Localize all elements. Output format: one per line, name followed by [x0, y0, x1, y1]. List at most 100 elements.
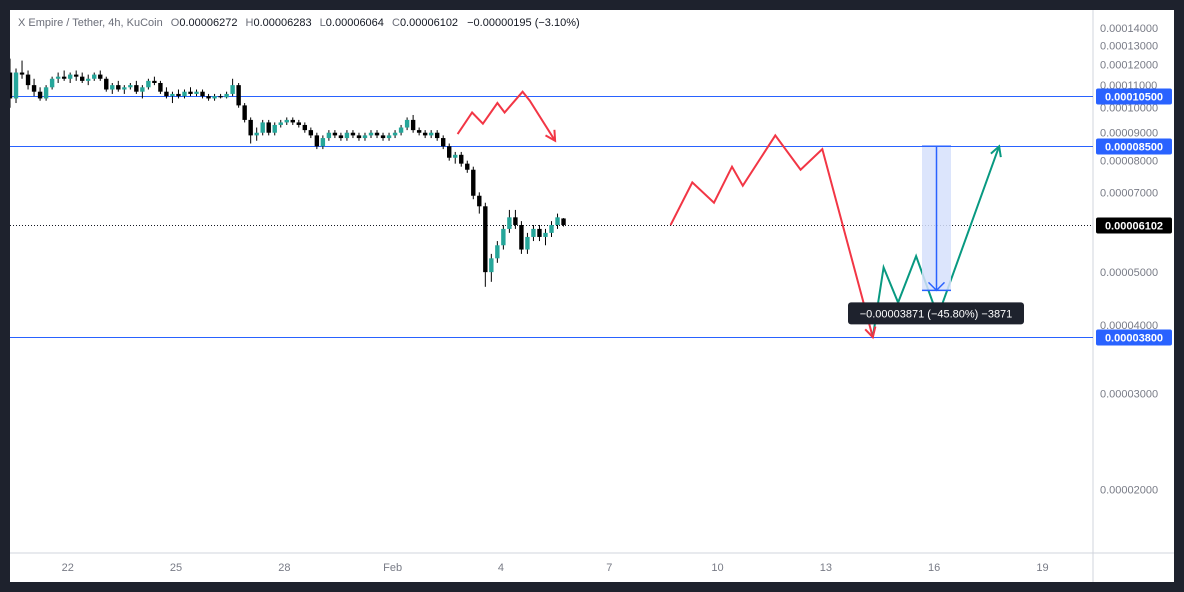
- candle-body: [37, 91, 43, 99]
- ohlc-legend: X Empire / Tether, 4h, KuCoin O0.0000627…: [18, 17, 580, 29]
- candle-body: [49, 78, 55, 88]
- candle-body: [19, 72, 25, 75]
- candle-body: [380, 135, 386, 139]
- candle-body: [338, 135, 344, 139]
- candle-body: [194, 91, 199, 94]
- projection-path-red-2: [669, 133, 874, 338]
- candle-body: [55, 76, 61, 79]
- candle-body: [104, 78, 109, 90]
- candle-body: [134, 85, 139, 92]
- candle-body: [308, 130, 314, 136]
- candle-body: [477, 195, 482, 207]
- date-tick-label: 28: [278, 562, 290, 574]
- candle-body: [200, 91, 205, 97]
- candle-body: [326, 132, 332, 139]
- candle-body: [543, 232, 548, 237]
- candle-body: [320, 138, 326, 147]
- candle-body: [236, 85, 241, 106]
- arrowhead-green: [990, 144, 1002, 158]
- price-tick-label: 0.00004000: [1100, 320, 1158, 332]
- candle-body: [92, 74, 97, 79]
- candle-body: [116, 85, 121, 90]
- candle-body: [248, 119, 253, 136]
- candle-body: [302, 124, 308, 131]
- candle-body: [386, 135, 392, 139]
- legend-high: 0.00006283: [253, 17, 312, 29]
- candle-body: [483, 206, 488, 273]
- candle-body: [224, 93, 229, 98]
- candle-body: [212, 96, 217, 99]
- date-tick-label: 4: [498, 562, 504, 574]
- candle-body: [344, 132, 350, 139]
- chart-frame: 0.00014000 0.00013000 0.00012000 0.00011000…: [10, 10, 1174, 582]
- price-tick-label: 0.00003000: [1100, 388, 1158, 400]
- candle-body: [471, 169, 476, 196]
- candle-body: [98, 74, 103, 79]
- price-tick-label: 0.00007000: [1100, 187, 1158, 199]
- price-tick-label: 0.00010000: [1100, 103, 1158, 115]
- price-tick-label: 0.00012000: [1100, 60, 1158, 72]
- chart-canvas[interactable]: 0.000140000.000130000.000120000.00011000…: [10, 10, 1174, 582]
- measure-tooltip-box: [848, 302, 1024, 325]
- candle-body: [73, 74, 79, 77]
- candle-body: [10, 72, 13, 99]
- candle-body: [146, 80, 151, 88]
- candle-body: [43, 87, 49, 99]
- candle-body: [31, 85, 37, 92]
- legend-symbol: X Empire / Tether, 4h, KuCoin: [18, 17, 163, 29]
- candle-body: [254, 132, 259, 136]
- projection-path-red-1: [456, 90, 556, 142]
- candle-body: [398, 127, 404, 133]
- candle-body: [278, 122, 283, 125]
- price-tick-label: 0.00009000: [1100, 128, 1158, 140]
- candle-body: [266, 122, 271, 133]
- candle-body: [555, 217, 560, 225]
- candle-body: [230, 85, 235, 94]
- candle-body: [242, 105, 247, 120]
- candle-body: [284, 119, 289, 123]
- candle-body: [428, 132, 434, 136]
- candle-body: [13, 72, 19, 99]
- level-price-tag: [1096, 138, 1172, 155]
- candle-body: [537, 228, 542, 237]
- candle-body: [122, 87, 127, 90]
- date-tick-label: 22: [62, 562, 74, 574]
- candle-body: [519, 224, 524, 250]
- candle-series: [10, 58, 566, 287]
- candle-body: [453, 154, 458, 158]
- candle-body: [489, 258, 494, 273]
- candle-body: [525, 236, 530, 250]
- candle-body: [531, 228, 536, 237]
- candle-body: [61, 76, 67, 79]
- level-price-tag: [1096, 88, 1172, 105]
- candle-body: [272, 124, 277, 133]
- candle-body: [549, 224, 554, 233]
- current-price-label: 0.00006102: [1105, 221, 1163, 233]
- date-tick-label: 10: [711, 562, 723, 574]
- price-tick-label: 0.00005000: [1100, 267, 1158, 279]
- candle-body: [501, 228, 506, 246]
- candle-body: [332, 132, 338, 136]
- candle-body: [513, 217, 518, 225]
- candle-body: [410, 119, 416, 131]
- candle-body: [507, 217, 512, 229]
- date-tick-label: 7: [606, 562, 612, 574]
- candle-body: [404, 119, 410, 128]
- candle-body: [25, 74, 31, 86]
- candle-body: [128, 85, 133, 88]
- date-tick-label: Feb: [383, 562, 402, 574]
- candle-body: [182, 91, 187, 97]
- candle-body: [140, 87, 145, 92]
- arrowhead-red-1: [545, 129, 557, 143]
- candle-body: [206, 96, 211, 99]
- price-tick-label: 0.00014000: [1100, 23, 1158, 35]
- candle-body: [188, 91, 193, 94]
- legend-close-label: C: [391, 17, 400, 29]
- candle-body: [441, 138, 446, 147]
- price-tick-label: 0.00013000: [1100, 41, 1158, 53]
- candle-body: [314, 135, 320, 147]
- candle-body: [416, 130, 422, 133]
- legend-close: 0.00006102: [399, 17, 459, 29]
- candle-body: [176, 93, 181, 97]
- date-tick-label: 16: [928, 562, 940, 574]
